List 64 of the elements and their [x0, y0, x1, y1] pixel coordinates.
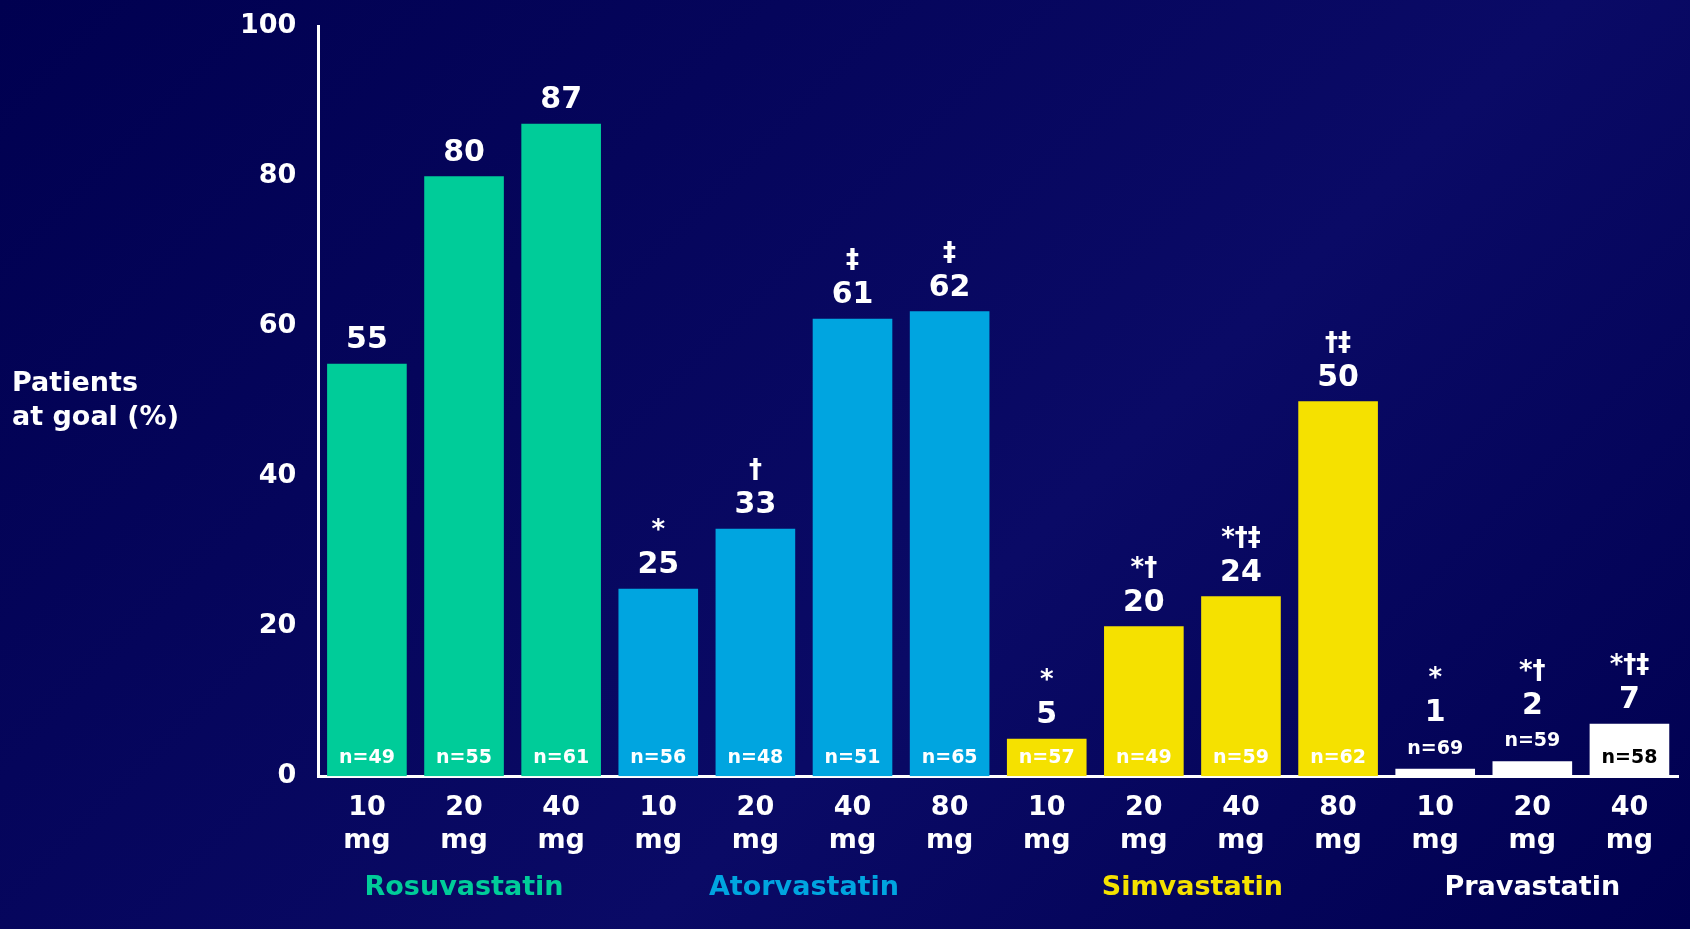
- x-tick-label: 80 mg: [925, 790, 974, 854]
- x-tick-label: 10 mg: [1023, 790, 1071, 854]
- data-label: 1: [1424, 693, 1446, 729]
- data-label: 33: [734, 485, 777, 521]
- annotation: n=62: [1310, 745, 1367, 768]
- y-tick-label: 20: [258, 608, 297, 640]
- annotation: n=59: [1213, 745, 1269, 768]
- text: Rosuvastatin: [364, 869, 564, 901]
- data-label: 87: [540, 80, 583, 116]
- x-tick-label: 20 mg: [1120, 790, 1168, 854]
- x-tick-label: 40 mg: [537, 790, 585, 854]
- data-label: 7: [1619, 680, 1640, 716]
- data-label: 50: [1317, 358, 1359, 393]
- x-tick-label: 40 mg: [1605, 790, 1654, 854]
- text: Atorvastatin: [708, 869, 899, 901]
- y-tick-label: 0: [277, 758, 297, 790]
- y-tick-label: 40: [258, 458, 297, 490]
- data-label: 55: [346, 320, 388, 356]
- y-tick-label: 80: [258, 158, 297, 190]
- x-tick-label: 10 mg: [1411, 790, 1459, 854]
- annotation: ‡: [943, 236, 957, 267]
- annotation: n=55: [436, 745, 492, 768]
- annotation: *: [1428, 662, 1443, 693]
- data-label: 24: [1220, 553, 1262, 588]
- y-tick-label: 100: [239, 8, 297, 40]
- data-label: 61: [831, 275, 874, 311]
- annotation: *†‡: [1609, 649, 1650, 680]
- annotation: n=51: [824, 745, 881, 768]
- annotation: n=61: [533, 745, 590, 768]
- annotation: *†: [1519, 654, 1546, 685]
- annotation: n=57: [1018, 745, 1075, 768]
- annotation: *†‡: [1221, 521, 1261, 552]
- annotation: n=59: [1504, 728, 1561, 751]
- annotation: n=69: [1407, 735, 1464, 758]
- annotation: n=49: [338, 745, 395, 768]
- data-label: 62: [928, 268, 971, 303]
- x-tick-label: 20 mg: [1508, 790, 1557, 854]
- x-tick-label: 40 mg: [828, 790, 877, 854]
- annotation: †: [748, 454, 762, 485]
- data-label: 2: [1521, 686, 1543, 721]
- annotation: *: [1039, 664, 1054, 695]
- x-tick-label: 80 mg: [1314, 790, 1362, 854]
- annotation: *†: [1130, 551, 1158, 582]
- annotation: n=56: [630, 745, 687, 768]
- x-tick-label: 20 mg: [440, 790, 488, 854]
- annotation: n=48: [727, 745, 784, 768]
- x-tick-label: 20 mg: [731, 790, 780, 854]
- y-tick-label: 60: [258, 308, 297, 340]
- annotation: n=65: [921, 745, 978, 768]
- annotation: ‡: [846, 244, 859, 275]
- annotation: n=58: [1601, 745, 1658, 768]
- data-label: 25: [637, 545, 680, 581]
- x-tick-label: 10 mg: [343, 790, 391, 854]
- data-label: 5: [1036, 695, 1058, 731]
- x-tick-label: 10 mg: [634, 790, 682, 854]
- data-label: 80: [443, 133, 485, 168]
- annotation: †‡: [1325, 326, 1352, 357]
- annotation: n=49: [1115, 745, 1172, 768]
- y-axis-title: Patients at goal (%): [12, 366, 180, 432]
- x-tick-label: 40 mg: [1217, 790, 1265, 854]
- text: Simvastatin: [1101, 869, 1284, 901]
- annotation: *: [651, 514, 666, 545]
- text: Pravastatin: [1444, 869, 1621, 901]
- data-label: 20: [1122, 583, 1165, 618]
